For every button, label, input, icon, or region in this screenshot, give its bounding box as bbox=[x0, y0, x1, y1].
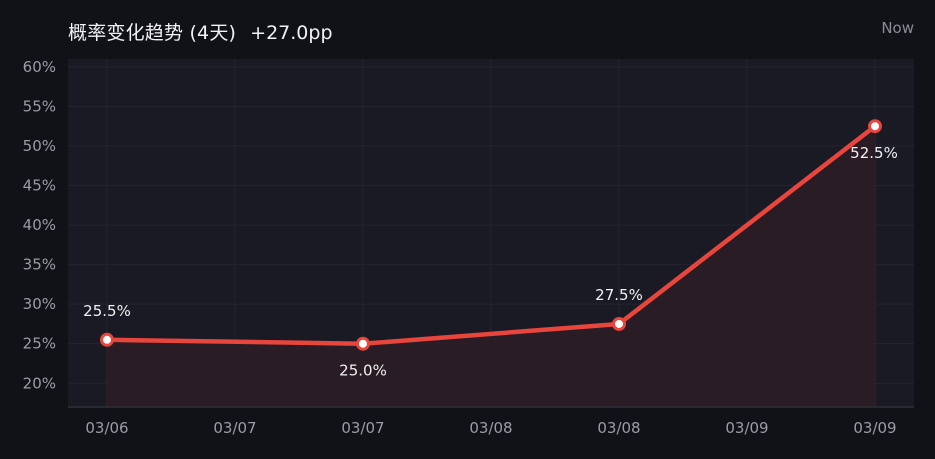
data-point bbox=[100, 332, 114, 347]
y-tick-label: 45% bbox=[23, 177, 56, 195]
data-point bbox=[612, 316, 626, 331]
change-value: +27.0pp bbox=[250, 22, 333, 44]
chart-title: 概率变化趋势 (4天) bbox=[68, 22, 237, 44]
y-tick-label: 40% bbox=[23, 216, 56, 234]
data-point bbox=[356, 336, 370, 351]
data-labels: 25.5% 25.0% 27.5% 52.5% bbox=[83, 144, 898, 379]
x-tick-label: 03/06 bbox=[85, 419, 128, 437]
x-tick-label: 03/08 bbox=[469, 419, 512, 437]
area-fill bbox=[107, 126, 875, 408]
series-line bbox=[104, 123, 878, 346]
y-tick-label: 25% bbox=[23, 335, 56, 353]
y-tick-label: 60% bbox=[23, 58, 56, 76]
x-tick-label: 03/08 bbox=[597, 419, 640, 437]
data-label: 25.5% bbox=[83, 302, 131, 320]
x-tick-label: 03/07 bbox=[213, 419, 256, 437]
data-label: 25.0% bbox=[339, 362, 387, 380]
data-points bbox=[100, 119, 882, 351]
data-point bbox=[868, 119, 882, 134]
x-tick-label: 03/07 bbox=[341, 419, 384, 437]
y-tick-label: 35% bbox=[23, 256, 56, 274]
x-tick-label: 03/09 bbox=[725, 419, 768, 437]
data-label: 52.5% bbox=[850, 144, 898, 162]
x-tick-label: 03/09 bbox=[853, 419, 896, 437]
x-axis: 03/06 03/07 03/07 03/08 03/08 03/09 03/09 bbox=[85, 419, 896, 437]
timeframe-label: Now bbox=[881, 19, 914, 37]
y-tick-label: 30% bbox=[23, 295, 56, 313]
y-axis: 20% 25% 30% 35% 40% 45% 50% 55% 60% bbox=[23, 58, 56, 392]
y-tick-label: 50% bbox=[23, 137, 56, 155]
y-tick-label: 20% bbox=[23, 374, 56, 392]
y-tick-label: 55% bbox=[23, 97, 56, 115]
chart-header: 概率变化趋势 (4天) +27.0pp bbox=[68, 18, 333, 46]
data-label: 27.5% bbox=[595, 286, 643, 304]
